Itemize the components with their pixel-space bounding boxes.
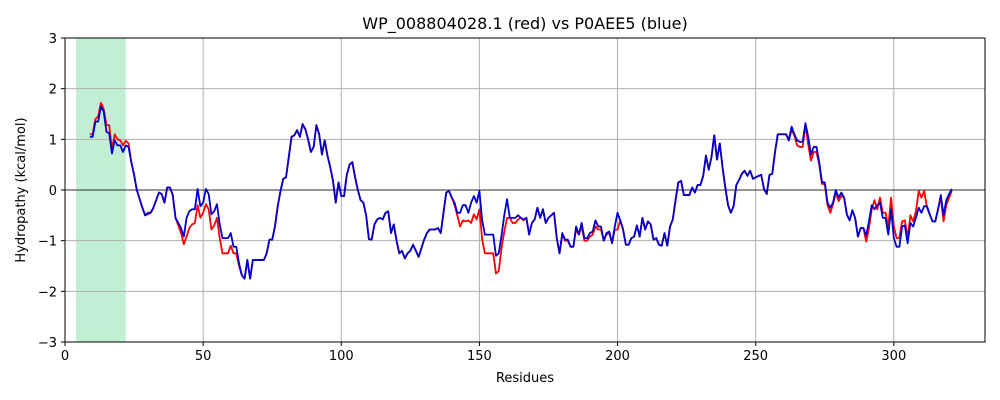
- x-axis-label: Residues: [496, 371, 554, 386]
- y-tick-label: −1: [38, 235, 57, 250]
- x-tick-label: 100: [329, 349, 354, 364]
- y-tick-label: 3: [49, 32, 57, 47]
- y-axis-label: Hydropathy (kcal/mol): [14, 117, 29, 262]
- chart-title: WP_008804028.1 (red) vs P0AEE5 (blue): [362, 14, 687, 34]
- y-tick-label: 2: [49, 83, 57, 98]
- y-tick-label: 0: [49, 184, 57, 199]
- y-tick-label: 1: [49, 133, 57, 148]
- series-line-2: [89, 105, 953, 280]
- y-tick-label: −3: [38, 336, 57, 351]
- x-tick-label: 0: [61, 349, 69, 364]
- x-tick-label: 150: [467, 349, 492, 364]
- x-tick-label: 50: [195, 349, 212, 364]
- y-tick-label: −2: [38, 285, 57, 300]
- x-tick-label: 300: [881, 349, 906, 364]
- plot-area: 0 50 100 150 200 250 300 −3 −2 −1 0 1 2 3: [38, 32, 986, 364]
- x-tick-label: 250: [743, 349, 768, 364]
- x-tick-label: 200: [605, 349, 630, 364]
